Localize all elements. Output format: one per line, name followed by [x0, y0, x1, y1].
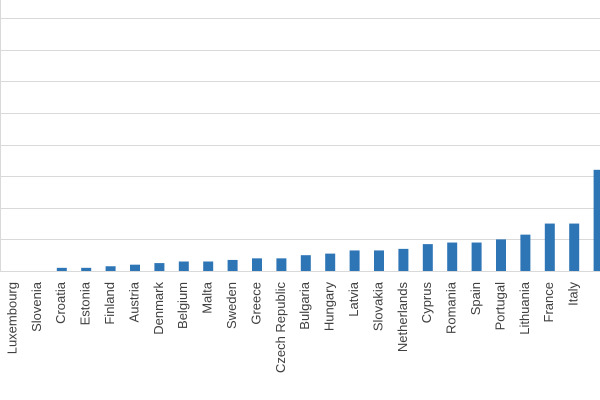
x-tick-label: Greece — [248, 282, 263, 325]
x-tick-label: Sweden — [224, 282, 239, 329]
bar — [276, 258, 287, 271]
x-tick-label: France — [541, 282, 556, 322]
x-tick-label: Slovakia — [370, 281, 385, 331]
x-tick-label: Latvia — [346, 281, 361, 316]
bar — [252, 258, 262, 271]
bar — [398, 248, 409, 271]
x-tick-label: Netherlands — [395, 282, 410, 353]
bar — [569, 223, 580, 271]
x-tick-label: Slovenia — [29, 281, 44, 332]
bar — [300, 255, 311, 271]
bar — [349, 250, 360, 271]
x-tick-label: Spain — [468, 282, 483, 315]
x-tick-label: Hungary — [322, 282, 337, 332]
bar — [447, 242, 458, 271]
bar — [544, 223, 555, 271]
x-tick-label: Czech Republic — [273, 282, 288, 374]
bar — [496, 239, 506, 271]
x-tick-label: Italy — [566, 282, 581, 306]
x-tick-label: Portugal — [492, 282, 507, 331]
bar — [105, 266, 116, 271]
x-tick-label: Cyprus — [419, 282, 434, 324]
bar — [520, 234, 531, 271]
x-tick-label: Malta — [200, 281, 215, 314]
x-tick-label: Austria — [126, 281, 141, 322]
x-tick-label: Estonia — [78, 281, 93, 325]
bar — [154, 263, 165, 271]
bar — [471, 242, 482, 271]
bar — [227, 259, 238, 271]
bar — [56, 267, 67, 271]
x-tick-label: Lithuania — [517, 281, 532, 335]
x-tick-label: Bulgaria — [297, 281, 312, 329]
bar — [374, 250, 384, 271]
x-tick-label: Denmark — [151, 282, 166, 335]
bar — [325, 253, 336, 271]
bar — [178, 261, 189, 271]
x-tick-label: Luxembourg — [4, 282, 19, 354]
bar — [81, 267, 92, 271]
bar — [593, 169, 600, 271]
x-tick-label: Croatia — [53, 281, 68, 324]
x-tick-label: Belgium — [175, 282, 190, 329]
bar — [203, 261, 214, 271]
x-tick-label: Finland — [102, 282, 117, 325]
x-tick-label: Romania — [444, 281, 459, 334]
bar — [422, 244, 433, 271]
bar — [130, 264, 140, 271]
